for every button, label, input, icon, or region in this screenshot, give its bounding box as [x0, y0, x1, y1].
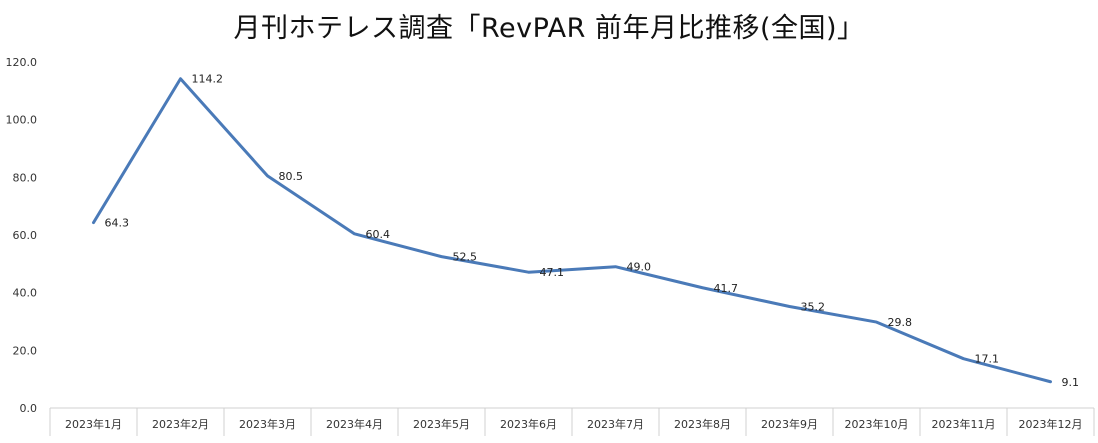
data-label: 9.1 [1062, 376, 1080, 389]
y-tick-label: 20.0 [13, 344, 38, 357]
x-tick-label: 2023年1月 [65, 417, 122, 431]
data-label: 60.4 [366, 228, 391, 241]
x-tick-label: 2023年4月 [326, 417, 383, 431]
x-tick-label: 2023年6月 [500, 417, 557, 431]
data-label: 114.2 [192, 73, 224, 86]
x-tick-label: 2023年5月 [413, 417, 470, 431]
x-tick-label: 2023年2月 [152, 417, 209, 431]
data-label: 64.3 [105, 217, 130, 230]
x-tick-label: 2023年10月 [845, 417, 909, 431]
series-line [92, 77, 1052, 384]
chart-title: 月刊ホテレス調査「RevPAR 前年月比推移(全国)」 [233, 13, 865, 44]
data-label: 52.5 [453, 251, 478, 264]
data-label: 41.7 [714, 282, 739, 295]
y-axis: 0.0 20.0 40.0 60.0 80.0 100.0 120.0 [6, 56, 38, 415]
x-axis: 2023年1月 2023年2月 2023年3月 2023年4月 2023年5月 2023年… [49, 407, 1095, 436]
y-tick-label: 80.0 [13, 171, 38, 184]
data-label: 17.1 [975, 353, 1000, 366]
data-label: 29.8 [888, 316, 913, 329]
y-tick-label: 0.0 [20, 402, 38, 415]
x-tick-label: 2023年9月 [761, 417, 818, 431]
x-tick-label: 2023年12月 [1019, 417, 1083, 431]
x-tick-label: 2023年11月 [932, 417, 996, 431]
data-labels: 64.3 114.2 80.5 60.4 52.5 47.1 49.0 41.7 35.2 29.… [105, 73, 1080, 389]
x-tick-label: 2023年7月 [587, 417, 644, 431]
y-tick-label: 40.0 [13, 287, 38, 300]
x-tick-label: 2023年8月 [674, 417, 731, 431]
series [92, 77, 1052, 384]
data-label: 49.0 [627, 261, 652, 274]
y-tick-label: 100.0 [6, 114, 38, 127]
y-tick-label: 120.0 [6, 56, 38, 69]
data-label: 80.5 [279, 170, 304, 183]
data-label: 35.2 [801, 301, 826, 314]
data-label: 47.1 [540, 266, 565, 279]
y-tick-label: 60.0 [13, 229, 38, 242]
x-tick-label: 2023年3月 [239, 417, 296, 431]
